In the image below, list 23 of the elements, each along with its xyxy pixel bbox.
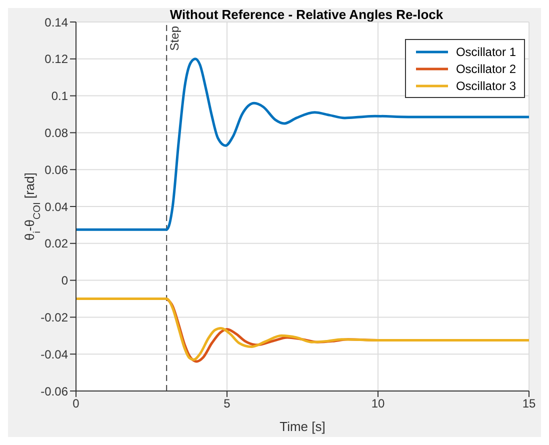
y-tick-label: 0 [61,274,68,288]
y-tick-label: 0.12 [44,52,68,66]
y-tick-label: -0.06 [40,384,68,398]
ref-line-label: Step [168,26,182,51]
legend-label: Oscillator 3 [456,78,516,92]
y-tick-label: -0.04 [40,347,68,362]
y-tick-label: 0.14 [44,15,68,30]
y-tick-label: -0.02 [40,310,68,324]
line-series [76,58,529,231]
y-tick-label: 0.08 [44,126,68,140]
x-tick-label: 10 [371,396,385,411]
legend-label: Oscillator 1 [456,44,516,58]
chart-title: Without Reference - Relative Angles Re-lock [168,7,444,22]
y-tick-label: 0.04 [44,200,68,214]
y-tick-label: 0.1 [51,89,68,104]
line-series [76,298,529,361]
y-tick-label: 0.02 [44,236,68,251]
y-tick-label: 0.06 [44,162,68,177]
x-tick-label: 15 [522,396,536,411]
x-tick-label: 5 [224,396,231,411]
x-axis-title: Time [s] [280,419,326,434]
x-tick-label: 0 [72,396,80,411]
legend-label: Oscillator 2 [456,62,516,76]
